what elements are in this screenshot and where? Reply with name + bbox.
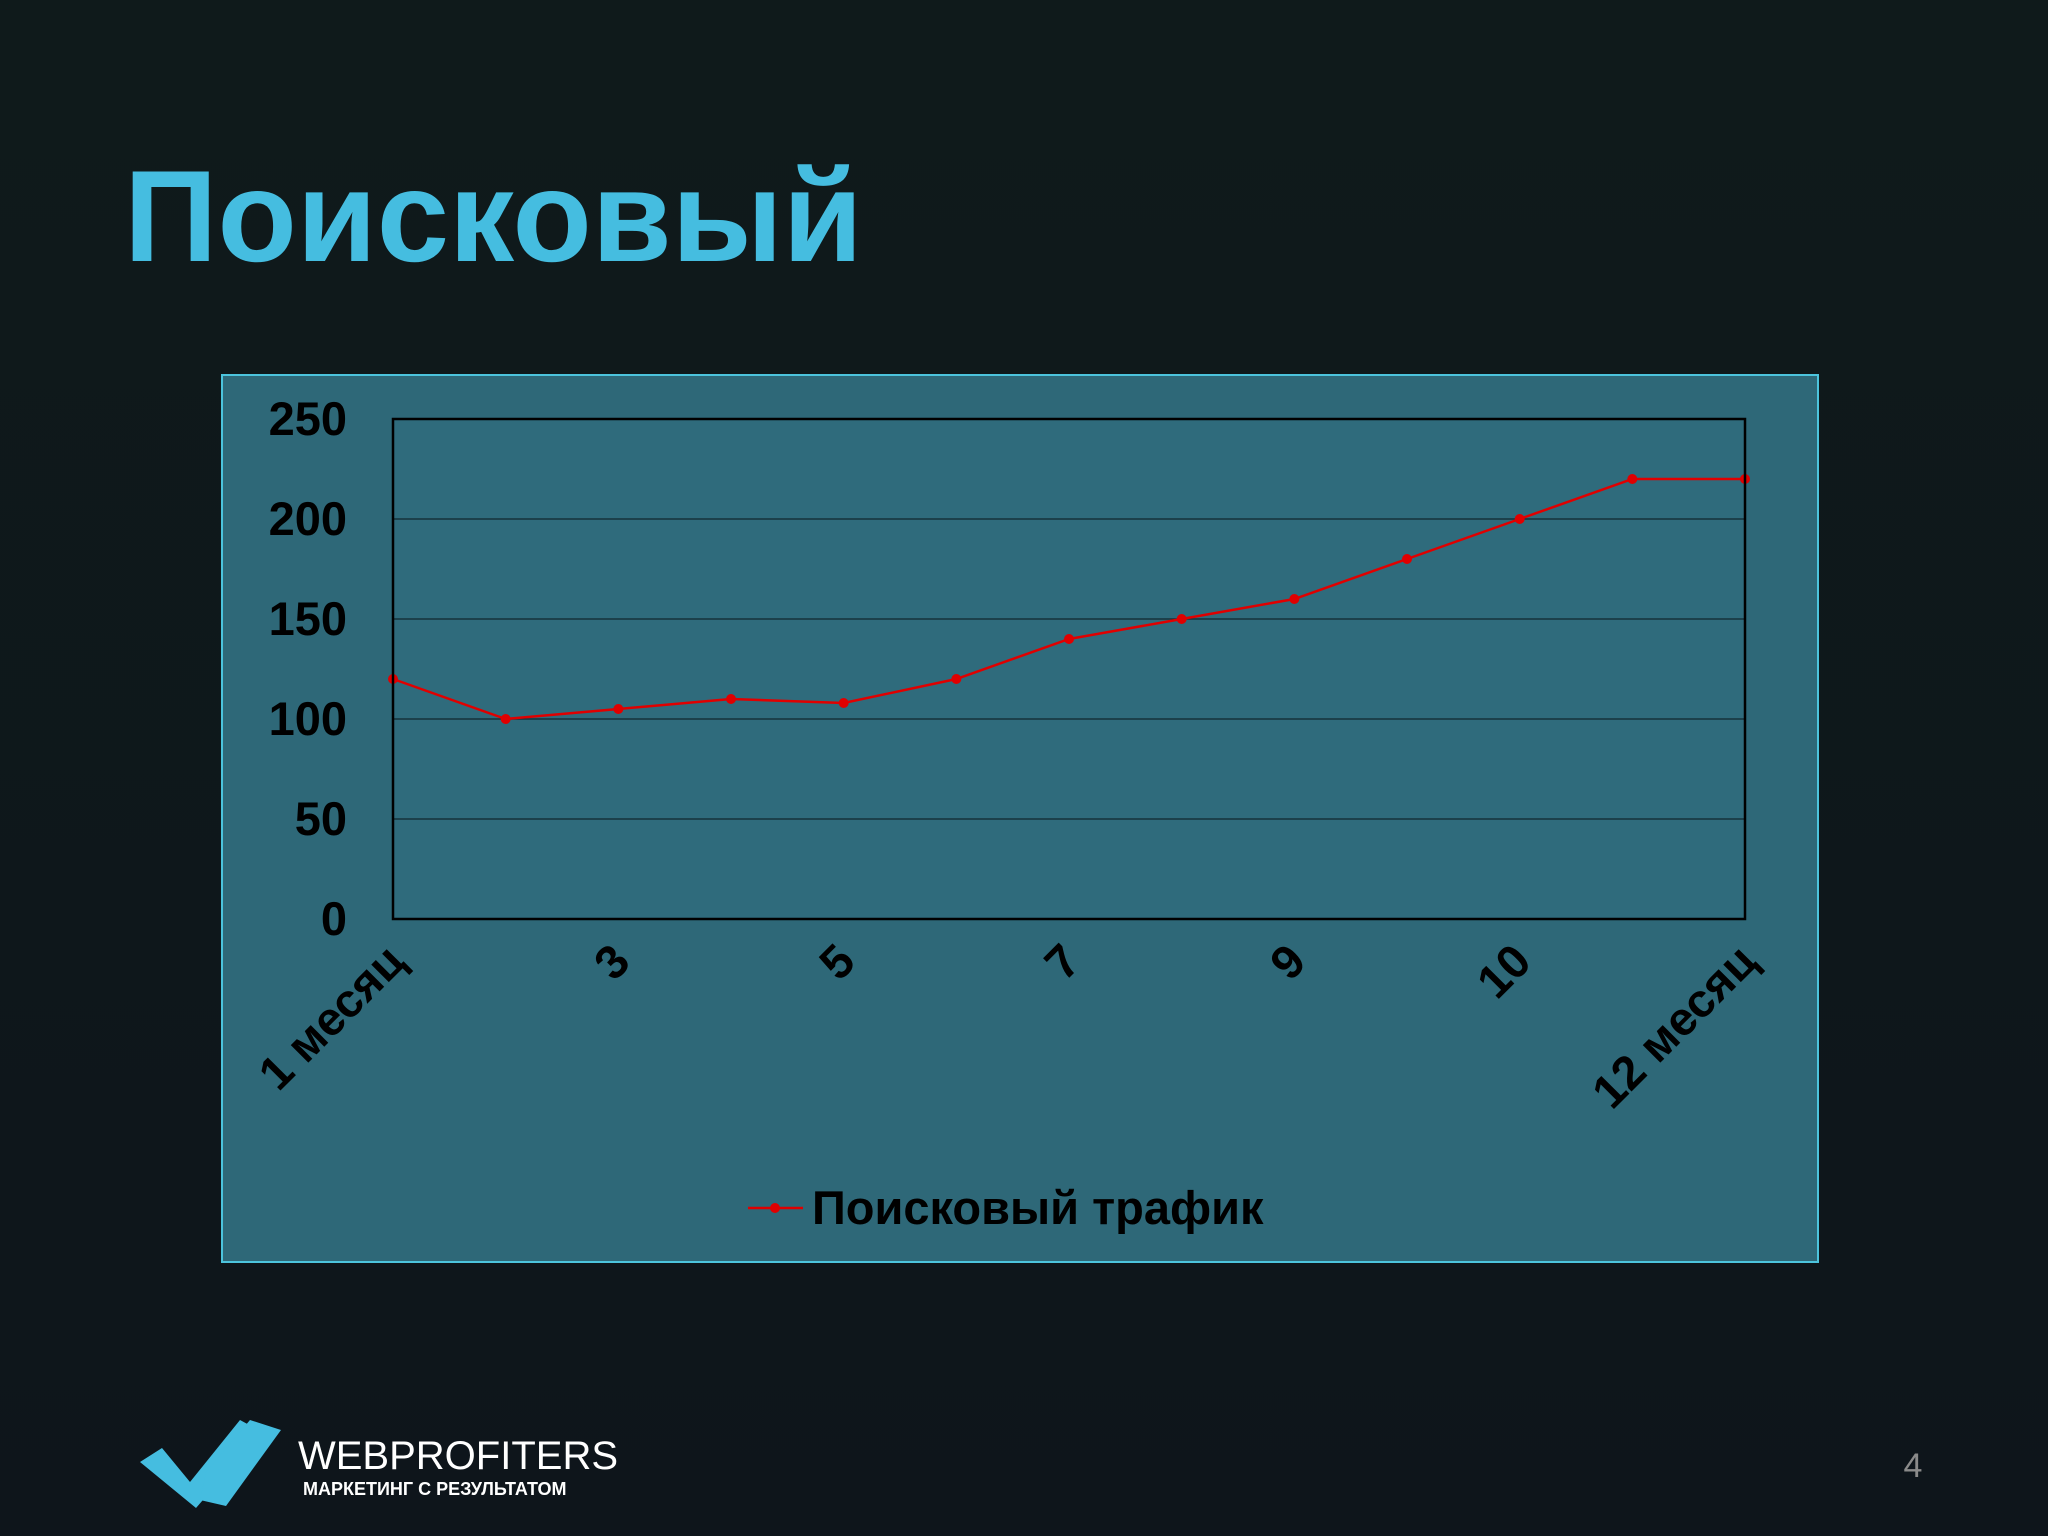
data-point: [500, 714, 511, 724]
y-tick-label: 0: [321, 892, 347, 945]
legend-marker: [770, 1203, 780, 1213]
y-tick-label: 50: [295, 792, 347, 845]
data-point: [951, 674, 962, 684]
legend-label: Поисковый трафик: [812, 1181, 1264, 1234]
data-point: [1064, 634, 1074, 644]
slide-title: Поисковый: [124, 143, 863, 289]
data-point: [1627, 474, 1638, 484]
data-point: [613, 704, 624, 714]
data-point: [1289, 594, 1300, 604]
y-tick-label: 150: [269, 592, 347, 645]
data-point: [1514, 514, 1525, 524]
plot-border: [391, 417, 1747, 921]
logo-tagline: МАРКЕТИНГ С РЕЗУЛЬТАТОМ: [303, 1479, 567, 1499]
page-number: 4: [1904, 1447, 1923, 1485]
logo-name: WEBPROFITERS: [298, 1434, 618, 1478]
data-point: [726, 694, 736, 704]
logo: WEBPROFITERS МАРКЕТИНГ С РЕЗУЛЬТАТОМ: [140, 1420, 618, 1508]
logo-mark: [200, 1420, 281, 1506]
y-tick-label: 200: [269, 492, 347, 545]
y-tick-label: 100: [269, 692, 347, 745]
data-point: [1402, 554, 1412, 564]
data-point: [1176, 614, 1187, 624]
y-tick-label: 250: [269, 392, 347, 445]
data-point: [838, 698, 849, 708]
plot-area: [393, 419, 1745, 919]
